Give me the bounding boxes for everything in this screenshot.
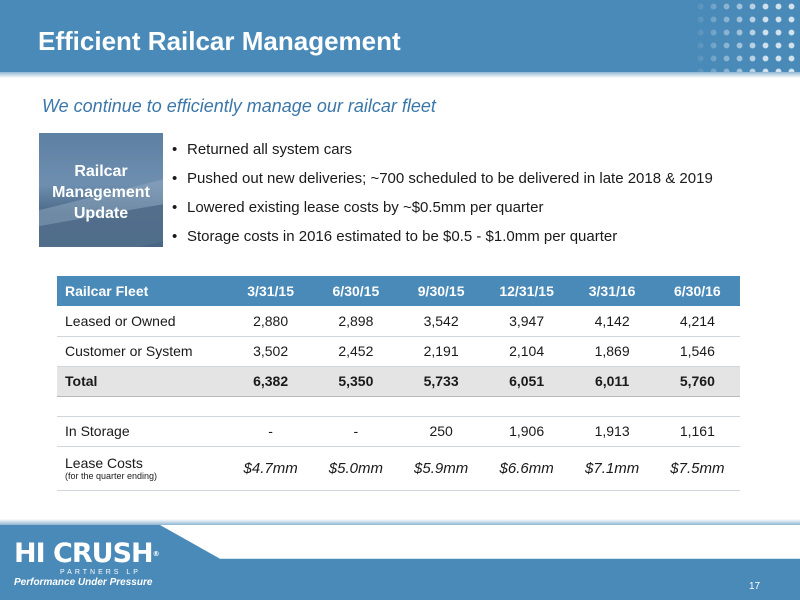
table-cell: 4,142 (569, 306, 655, 337)
logo-wordmark: HI CRUSH® (14, 540, 164, 568)
table-cell: 6,382 (228, 365, 314, 397)
logo-tagline: Performance Under Pressure (14, 577, 153, 588)
table-cell: - (313, 416, 399, 447)
logo-text: HI CRUSH (14, 538, 154, 569)
column-header: 12/31/15 (483, 276, 570, 306)
table-cell: 6,051 (483, 365, 570, 397)
column-header: Railcar Fleet (57, 276, 228, 306)
photo-caption-line: Update (73, 205, 129, 222)
row-label: Leased or Owned (57, 306, 228, 337)
row-label: Lease Costs (for the quarter ending) (57, 446, 228, 491)
table-cell: 2,191 (398, 336, 484, 367)
table-cell: $7.5mm (654, 446, 740, 491)
row-label: In Storage (57, 416, 228, 447)
header-shadow (0, 72, 800, 78)
table-cell: $4.7mm (228, 446, 314, 491)
table-cell: 1,161 (654, 416, 740, 447)
railcar-photo: Railcar Management Update (39, 133, 163, 247)
railcar-fleet-table: Railcar Fleet 3/31/15 6/30/15 9/30/15 12… (57, 276, 740, 491)
column-header: 3/31/15 (228, 276, 314, 306)
table-cell: 5,733 (398, 365, 484, 397)
photo-caption-line: Railcar (74, 163, 128, 180)
page-number: 17 (749, 581, 761, 592)
bullet-item: Storage costs in 2016 estimated to be $0… (172, 227, 772, 256)
table-header-row: Railcar Fleet 3/31/15 6/30/15 9/30/15 12… (57, 276, 740, 306)
footer-shadow (0, 519, 800, 525)
row-label: Customer or System (57, 336, 228, 367)
table-row: In Storage - - 250 1,906 1,913 1,161 (57, 416, 740, 447)
slide-title: Efficient Railcar Management (38, 26, 401, 56)
table-cell: $5.0mm (313, 446, 399, 491)
spacer-cell (57, 396, 740, 417)
table-cell: 2,104 (483, 336, 570, 367)
table-cell: 1,906 (483, 416, 570, 447)
table-spacer-row (57, 396, 740, 417)
table-cell: 2,898 (313, 306, 399, 337)
bullet-item: Returned all system cars (172, 140, 772, 169)
table-row: Lease Costs (for the quarter ending) $4.… (57, 446, 740, 491)
lease-costs-note: (for the quarter ending) (65, 471, 158, 481)
photo-caption-line: Management (52, 184, 150, 201)
table-cell: - (228, 416, 314, 447)
table-cell: 4,214 (654, 306, 740, 337)
logo-subtitle: PARTNERS LP (60, 569, 141, 576)
table-cell: $6.6mm (483, 446, 570, 491)
table-cell: $7.1mm (569, 446, 655, 491)
footer-dot-line (200, 560, 800, 570)
dot-pattern-decoration (690, 0, 800, 72)
column-header: 9/30/15 (398, 276, 484, 306)
table-cell: 6,011 (569, 365, 655, 397)
table-cell: 3,502 (228, 336, 314, 367)
column-header: 6/30/16 (654, 276, 740, 306)
table-cell: 1,546 (654, 336, 740, 367)
total-row: Total 6,382 5,350 5,733 6,051 6,011 5,76… (57, 365, 740, 397)
table-cell: 5,350 (313, 365, 399, 397)
header-bar (0, 0, 800, 72)
column-header: 6/30/15 (313, 276, 399, 306)
table-cell: $5.9mm (398, 446, 484, 491)
table-cell: 3,947 (483, 306, 570, 337)
bullet-list: Returned all system cars Pushed out new … (172, 140, 772, 256)
table-row: Customer or System 3,502 2,452 2,191 2,1… (57, 336, 740, 367)
bullet-item: Lowered existing lease costs by ~$0.5mm … (172, 198, 772, 227)
table-cell: 1,913 (569, 416, 655, 447)
lease-costs-label: Lease Costs (65, 455, 143, 471)
table-cell: 2,452 (313, 336, 399, 367)
table-cell: 1,869 (569, 336, 655, 367)
table-cell: 2,880 (228, 306, 314, 337)
table-cell: 5,760 (654, 365, 740, 397)
footer-cutout (160, 525, 800, 559)
photo-caption: Railcar Management Update (39, 161, 163, 224)
table-cell: 250 (398, 416, 484, 447)
slide-subtitle: We continue to efficiently manage our ra… (42, 96, 436, 116)
column-header: 3/31/16 (569, 276, 655, 306)
bullet-item: Pushed out new deliveries; ~700 schedule… (172, 169, 772, 198)
table-cell: 3,542 (398, 306, 484, 337)
table-row: Leased or Owned 2,880 2,898 3,542 3,947 … (57, 306, 740, 337)
hi-crush-logo: HI CRUSH® PARTNERS LP Performance Under … (14, 540, 164, 592)
row-label: Total (57, 365, 228, 397)
logo-trademark: ® (152, 550, 160, 558)
